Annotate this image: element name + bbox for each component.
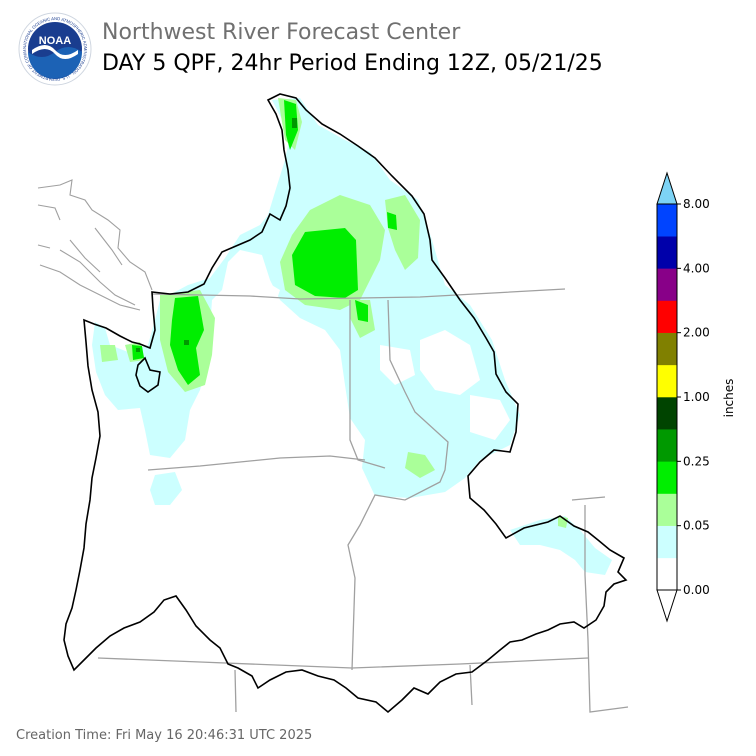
colorbar-bin	[657, 268, 677, 301]
precip-heavy-area	[132, 100, 397, 385]
colorbar-over-triangle	[656, 171, 678, 205]
state-borders	[97, 288, 629, 713]
colorbar-tick-label: 2.00	[683, 326, 710, 340]
colorbar-bin	[657, 429, 677, 462]
colorbar-bin	[657, 397, 677, 430]
colorbar-swatches	[657, 204, 677, 591]
colorbar-bin	[657, 557, 677, 591]
colorbar-bin	[657, 525, 677, 559]
creation-time: Creation Time: Fri May 16 20:46:31 UTC 2…	[16, 728, 313, 743]
product-title: DAY 5 QPF, 24hr Period Ending 12Z, 05/21…	[102, 51, 603, 76]
noaa-logo: NOAA NATIONAL OCEANIC AND ATMOSPHERIC AD…	[18, 12, 92, 86]
coastline-gray	[37, 179, 153, 311]
colorbar-unit-label: inches	[722, 379, 736, 418]
logo-bird	[32, 45, 78, 59]
colorbar-bin	[657, 204, 677, 237]
colorbar-bin	[657, 364, 677, 398]
colorbar-bin	[657, 236, 677, 269]
colorbar-under-triangle	[656, 589, 678, 623]
org-title: Northwest River Forecast Center	[102, 20, 461, 45]
colorbar-bin	[657, 300, 677, 333]
colorbar-tick-label: 0.00	[683, 583, 710, 597]
colorbar-bin	[657, 461, 677, 494]
colorbar-bin	[657, 493, 677, 526]
precip-colorbar: 0.00 0.05 0.25 1.00 2.00 4.00 8.00 inches	[656, 171, 736, 623]
basin-boundary	[63, 93, 628, 714]
colorbar-bin	[657, 332, 677, 366]
colorbar-tick-label: 4.00	[683, 261, 710, 275]
colorbar-ticks: 0.00 0.05 0.25 1.00 2.00 4.00 8.00	[677, 197, 710, 597]
precip-heavier-spots	[136, 118, 297, 352]
colorbar-tick-label: 0.25	[683, 454, 710, 468]
colorbar-tick-label: 8.00	[683, 197, 710, 211]
logo-center-text: NOAA	[39, 35, 71, 47]
colorbar-tick-label: 0.05	[683, 519, 710, 533]
colorbar-tick-label: 1.00	[683, 390, 710, 404]
